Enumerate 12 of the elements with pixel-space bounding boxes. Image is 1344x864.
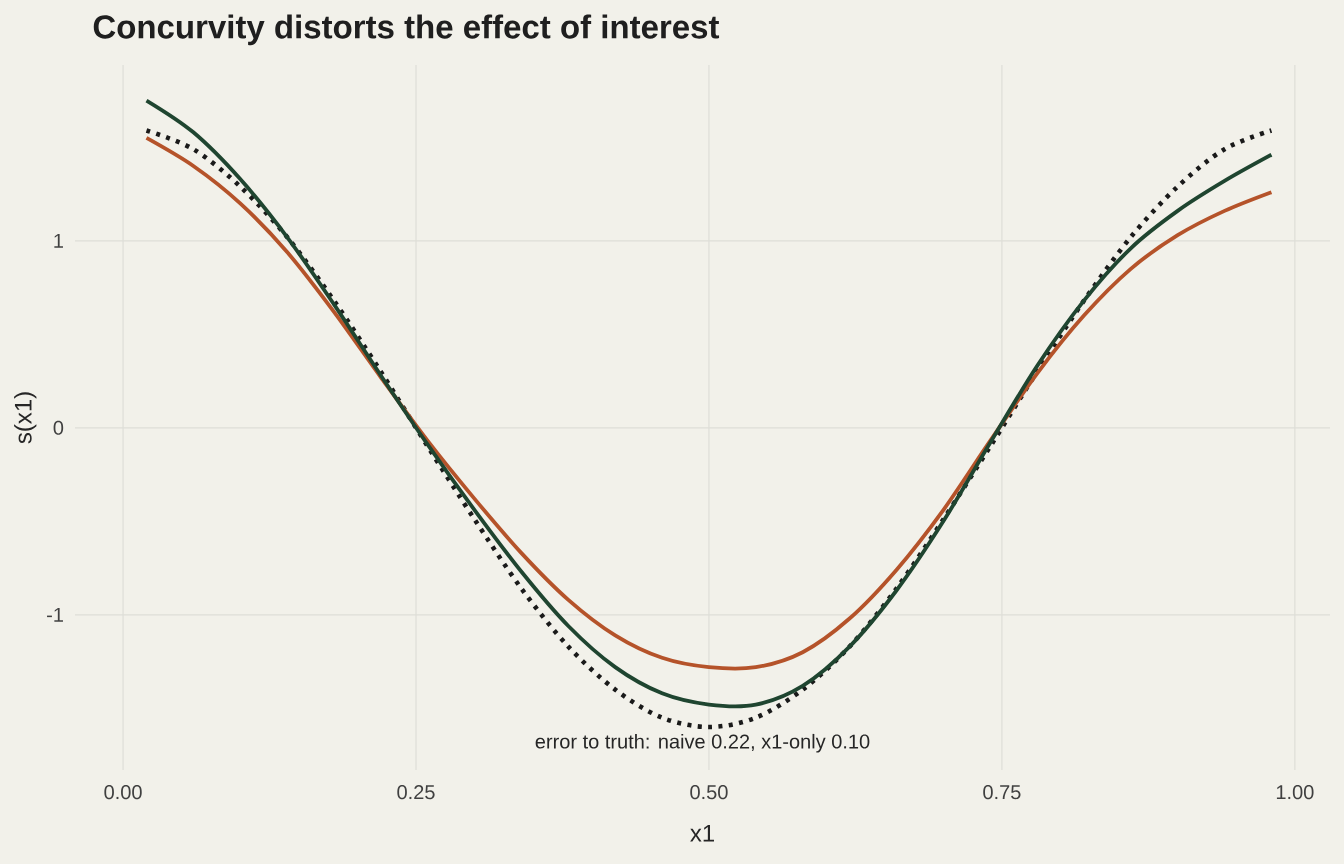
y-tick-label: 1	[54, 233, 63, 248]
y-tick-label: 0	[53, 420, 64, 435]
annotation: error to truth: naive 0.22, x1-only 0.10	[535, 733, 870, 753]
x-tick-label: 0.50	[690, 785, 728, 800]
x-axis-title: x1	[690, 824, 714, 842]
x-tick-label: 0.25	[397, 785, 435, 800]
y-tick-label: -1	[47, 607, 63, 622]
chart-title: Concurvity distorts the effect of interest	[93, 14, 720, 46]
x-tick-label: 0.00	[104, 785, 142, 800]
y-axis-title: s(x1)	[14, 392, 37, 444]
x-tick-label: 0.75	[983, 785, 1021, 800]
x-tick-label: 1.00	[1276, 785, 1314, 800]
